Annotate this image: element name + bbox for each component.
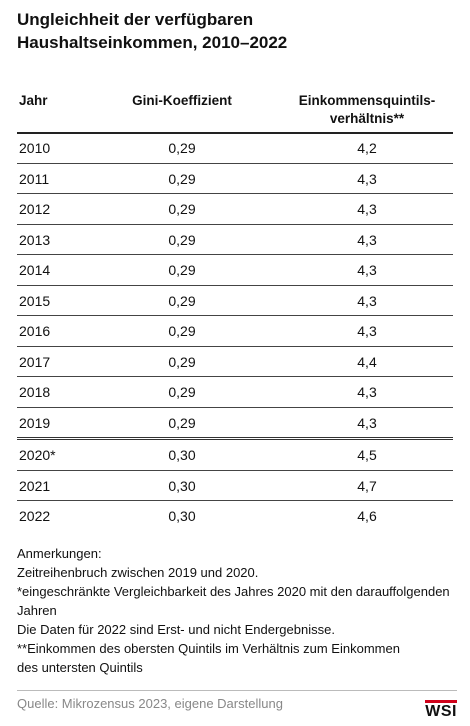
table-row: 2015 0,29 4,3 <box>17 286 453 316</box>
table-row: 2011 0,29 4,3 <box>17 164 453 194</box>
table-row: 2010 0,29 4,2 <box>17 133 453 164</box>
note: Anmerkungen: <box>17 546 102 561</box>
logo: WSI <box>425 700 457 720</box>
table-cell: 4,6 <box>357 508 377 524</box>
table-cell: 2012 <box>19 201 51 217</box>
table-cell: 4,3 <box>357 262 377 278</box>
table-row: 2013 0,29 4,3 <box>17 225 453 255</box>
table-row: 2020* 0,30 4,5 <box>17 440 453 471</box>
table-cell: 0,29 <box>168 384 196 400</box>
table-cell: 2017 <box>19 353 51 370</box>
table-cell: 0,29 <box>168 170 196 187</box>
title: Ungleichheit der verfügbaren Haushaltsei… <box>17 10 288 52</box>
note: Zeitreihenbruch zwischen 2019 und 2020. <box>17 565 259 580</box>
source: Quelle: Mikrozensus 2023, eigene Darstel… <box>17 696 283 711</box>
table-row: 2012 0,29 4,3 <box>17 194 453 225</box>
table-cell: 0,29 <box>168 323 196 339</box>
table-cell: 2010 <box>19 140 51 156</box>
table-row: 2022 0,30 4,6 <box>17 501 453 531</box>
table-cell: 4,3 <box>357 292 377 309</box>
table-cell: 2021 <box>19 477 51 494</box>
note: *eingeschränkte Vergleichbarkeit des Jah… <box>17 584 450 618</box>
table-row: 2014 0,29 4,3 <box>17 255 453 286</box>
table-cell: 0,30 <box>168 477 196 494</box>
table-cell: 2019 <box>19 414 51 431</box>
table-cell: 4,3 <box>357 323 377 339</box>
table-cell: 4,3 <box>357 384 377 400</box>
column-header: Jahr <box>19 93 48 108</box>
table-row: 2017 0,29 4,4 <box>17 347 453 377</box>
footer: Quelle: Mikrozensus 2023, eigene Darstel… <box>17 690 457 720</box>
table-cell: 0,29 <box>168 292 196 309</box>
note: Die Daten für 2022 sind Erst- und nicht … <box>17 622 335 637</box>
table-cell: 0,29 <box>168 353 196 370</box>
note: **Einkommen des obersten Quintils im Ver… <box>17 641 400 675</box>
column-header: Einkommensquintils- verhältnis** <box>298 93 436 126</box>
table-cell: 4,7 <box>357 477 377 494</box>
table-cell: 2014 <box>19 262 51 278</box>
table-cell: 0,29 <box>168 231 196 248</box>
table-cell: 0,29 <box>168 201 196 217</box>
table-row: 2018 0,29 4,3 <box>17 377 453 408</box>
table-cell: 2015 <box>19 292 51 309</box>
table-cell: 2016 <box>19 323 51 339</box>
table-cell: 4,2 <box>357 140 377 156</box>
table-cell: 4,3 <box>357 414 377 431</box>
table-row: 2019 0,29 4,3 <box>17 408 453 440</box>
table-cell: 4,3 <box>357 170 377 187</box>
table-cell: 2020* <box>19 447 56 463</box>
table-cell: 0,30 <box>168 508 196 524</box>
notes: Anmerkungen: Zeitreihenbruch zwischen 201… <box>17 544 457 677</box>
table-cell: 0,30 <box>168 447 196 463</box>
table-cell: 2018 <box>19 384 51 400</box>
table-cell: 4,3 <box>357 231 377 248</box>
table-cell: 4,3 <box>357 201 377 217</box>
table-cell: 4,4 <box>357 353 377 370</box>
table-cell: 2022 <box>19 508 51 524</box>
table-cell: 2013 <box>19 231 51 248</box>
table-row: 2016 0,29 4,3 <box>17 316 453 347</box>
column-header: Gini-Koeffizient <box>132 93 232 108</box>
table-header: Jahr Gini-Koeffizient Einkommensquintils… <box>17 90 453 134</box>
table-cell: 0,29 <box>168 262 196 278</box>
table-cell: 0,29 <box>168 140 196 156</box>
table-body: 2010 0,29 4,2 2011 0,29 4,3 2012 0,29 4,3 2013 0,2… <box>17 133 453 531</box>
table-row: 2021 0,30 4,7 <box>17 471 453 501</box>
table-cell: 0,29 <box>168 414 196 431</box>
table-cell: 2011 <box>19 170 50 187</box>
table-cell: 4,5 <box>357 447 377 463</box>
